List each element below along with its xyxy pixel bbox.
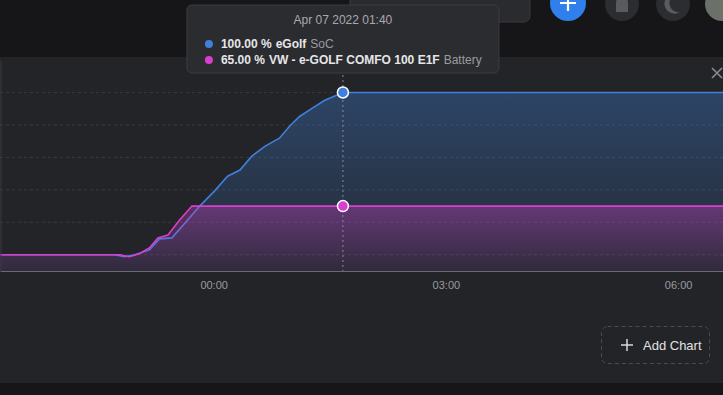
tooltip-title: Apr 07 2022 01:40 xyxy=(294,13,393,27)
avatar[interactable] xyxy=(705,0,723,21)
series-line xyxy=(0,206,723,257)
tooltip-value: 65.00 % xyxy=(221,53,265,67)
hover-marker xyxy=(337,87,348,98)
tooltip-attribute: SoC xyxy=(310,37,334,51)
add-button-circle[interactable] xyxy=(550,0,586,21)
plot-area xyxy=(0,60,723,271)
tooltip-entry: 100.00 % eGolfSoC xyxy=(221,37,334,51)
theme-button[interactable] xyxy=(656,0,690,21)
tooltip-swatch xyxy=(205,40,213,48)
theme-circle[interactable] xyxy=(656,0,690,21)
chart-card xyxy=(0,57,723,383)
tooltip-attribute: Battery xyxy=(444,53,482,67)
series-area xyxy=(0,92,723,271)
background xyxy=(0,0,723,395)
moon-icon xyxy=(664,0,680,14)
x-tick-label: 03:00 xyxy=(433,279,461,291)
add-chart-label[interactable]: Add Chart xyxy=(643,338,702,353)
x-tick: 03:00 xyxy=(433,271,461,291)
close-icon[interactable] xyxy=(712,68,722,78)
hover-marker xyxy=(337,201,348,212)
add-chart-border[interactable] xyxy=(602,327,710,364)
dashboard: 00:00 03:00 06:00 Apr 07 2022 01:40 100.00 %… xyxy=(0,0,723,395)
tooltip-value: 100.00 % xyxy=(221,37,272,51)
notifications-button[interactable] xyxy=(605,0,639,21)
bell-icon xyxy=(616,0,628,12)
tooltip-series-name: VW - e-GOLF COMFO 100 E1F xyxy=(269,53,440,67)
notifications-circle[interactable] xyxy=(605,0,639,21)
x-tick: 00:00 xyxy=(200,271,228,291)
tooltip-series-name: eGolf xyxy=(276,37,308,51)
y-axis-line xyxy=(1,61,2,272)
tooltip-box xyxy=(187,5,499,73)
tooltip-entry: 65.00 % VW - e-GOLF COMFO 100 E1F Battery xyxy=(221,53,482,67)
tooltip-swatch xyxy=(205,56,213,64)
x-axis: 00:00 03:00 06:00 xyxy=(1,271,723,291)
y-axis xyxy=(0,61,2,272)
add-chart-icon xyxy=(621,339,633,351)
x-axis-line xyxy=(1,271,723,272)
add-chart-button[interactable]: Add Chart xyxy=(602,327,710,364)
x-tick-label: 06:00 xyxy=(665,279,693,291)
x-tick-label: 00:00 xyxy=(200,279,228,291)
tooltip: Apr 07 2022 01:40 100.00 % eGolfSoC 65.00 %… xyxy=(187,5,499,73)
series-area xyxy=(0,206,723,271)
add-button-top[interactable] xyxy=(550,0,586,21)
x-tick: 06:00 xyxy=(665,271,693,291)
plus-icon xyxy=(560,0,576,11)
